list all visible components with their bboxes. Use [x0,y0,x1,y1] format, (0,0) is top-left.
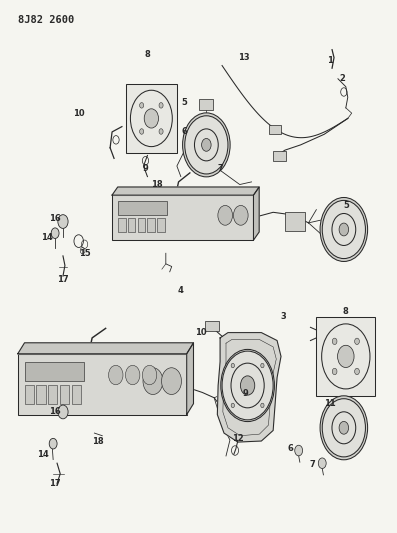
Text: 17: 17 [49,479,61,488]
Text: 8: 8 [145,51,150,60]
Circle shape [322,200,366,259]
Circle shape [162,368,181,394]
Circle shape [233,205,248,225]
Circle shape [261,364,264,368]
Bar [37,385,46,403]
Bar [137,219,145,232]
Circle shape [108,365,123,385]
Bar [126,84,177,153]
Circle shape [320,396,368,460]
Bar [157,219,165,232]
Circle shape [322,399,366,457]
Text: 10: 10 [73,109,85,118]
Text: 5: 5 [343,201,349,210]
Text: 4: 4 [178,286,184,295]
Polygon shape [112,187,259,195]
Bar [199,99,214,110]
Circle shape [332,368,337,375]
Bar [118,219,125,232]
Text: 1: 1 [327,56,333,64]
Circle shape [261,403,264,408]
Text: 6: 6 [182,127,188,136]
Circle shape [320,198,368,262]
Text: 16: 16 [49,214,61,223]
Polygon shape [217,333,281,442]
Text: 8: 8 [343,307,349,316]
Text: 2: 2 [339,74,345,83]
Circle shape [339,422,349,434]
Text: 17: 17 [57,275,69,284]
Circle shape [355,338,359,344]
Bar [25,362,84,381]
Bar [270,125,281,134]
Bar [205,321,219,331]
Text: 7: 7 [217,164,223,173]
Circle shape [143,365,157,385]
Circle shape [318,458,326,469]
Circle shape [339,223,349,236]
Circle shape [295,445,303,456]
Text: 6: 6 [288,445,294,454]
Bar [72,385,81,403]
Text: 14: 14 [41,233,53,242]
Circle shape [51,228,59,238]
Circle shape [159,103,163,108]
Circle shape [140,103,144,108]
Bar [316,317,375,396]
Polygon shape [254,187,259,240]
Circle shape [332,338,337,344]
Bar [273,151,286,161]
Bar [60,385,69,403]
Circle shape [231,403,235,408]
Bar [112,195,254,240]
Circle shape [58,215,68,229]
Circle shape [231,364,235,368]
Circle shape [58,405,68,419]
Text: 7: 7 [310,461,315,470]
Text: 13: 13 [238,53,249,62]
Text: 16: 16 [49,407,61,416]
Circle shape [221,350,274,422]
Circle shape [337,345,354,368]
Bar [127,219,135,232]
Bar [18,354,187,415]
Text: 15: 15 [79,249,91,258]
Circle shape [49,438,57,449]
Text: 18: 18 [151,180,163,189]
Circle shape [144,109,158,128]
Circle shape [183,113,230,177]
Text: 18: 18 [93,437,104,446]
Circle shape [159,129,163,134]
Circle shape [241,376,255,395]
Circle shape [218,205,233,225]
Bar [118,201,167,215]
Text: 9: 9 [243,389,249,398]
Polygon shape [18,343,193,354]
Text: 5: 5 [182,98,188,107]
Circle shape [143,368,163,394]
Bar [147,219,155,232]
Bar [285,212,304,231]
Text: 12: 12 [232,434,244,443]
Circle shape [202,139,211,151]
Text: 14: 14 [37,450,49,459]
Text: 11: 11 [324,400,336,408]
Text: 10: 10 [195,328,206,337]
Circle shape [222,351,273,420]
Text: 3: 3 [280,312,286,321]
Text: 9: 9 [143,164,148,173]
Circle shape [125,365,140,385]
Polygon shape [187,343,193,415]
Circle shape [355,368,359,375]
Circle shape [140,129,144,134]
Bar [25,385,34,403]
Text: 8J82 2600: 8J82 2600 [18,15,74,25]
Circle shape [185,116,228,174]
Bar [48,385,58,403]
